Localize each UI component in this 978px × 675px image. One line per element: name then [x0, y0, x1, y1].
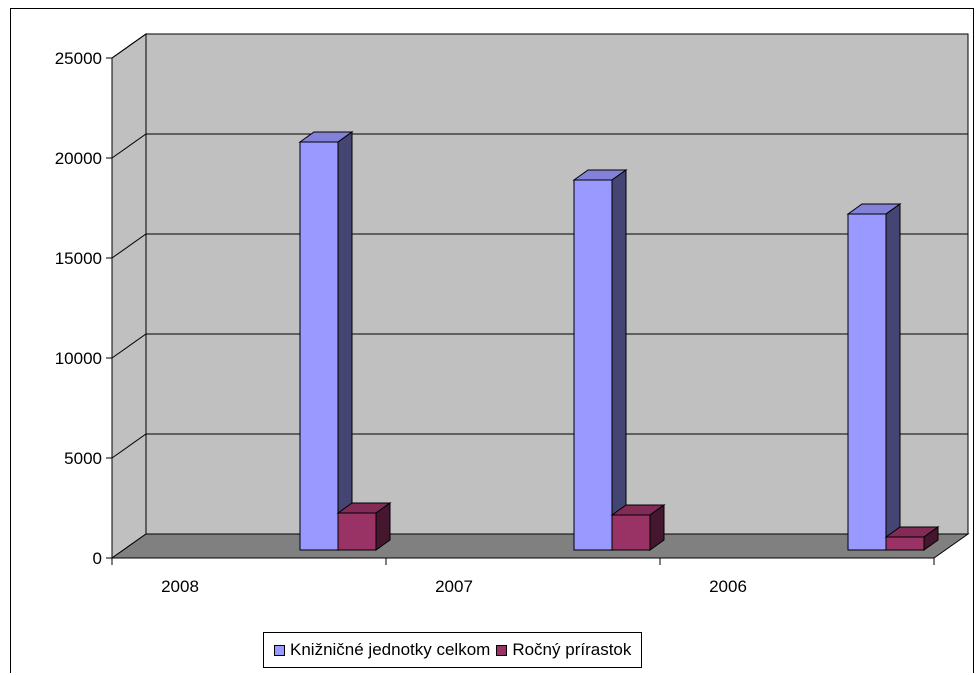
- x-tick-label: 2007: [435, 577, 473, 596]
- legend-label-series-0: Knižničné jednotky celkom: [290, 640, 491, 659]
- gridline: [111, 433, 968, 459]
- x-tick-label: 2006: [709, 577, 747, 596]
- y-tick-label: 25000: [55, 49, 102, 68]
- legend-item-series-0: Knižničné jednotky celkom: [274, 640, 490, 660]
- bar-series-0-2007: [573, 179, 613, 551]
- y-tick-label: 10000: [55, 349, 102, 368]
- bar-side-series-1-2008: [375, 502, 391, 551]
- gridline: [111, 333, 968, 359]
- bar-side-series-0-2006: [885, 203, 901, 551]
- gridline: [111, 33, 968, 59]
- y-tick-label: 0: [93, 549, 102, 568]
- y-tick-label: 15000: [55, 249, 102, 268]
- legend-swatch-series-0: [274, 644, 285, 656]
- y-tick-label: 20000: [55, 149, 102, 168]
- y-tick-label: 5000: [64, 449, 102, 468]
- chart-frame: [10, 8, 974, 673]
- legend-label-series-1: Ročný prírastok: [512, 640, 632, 659]
- gridline: [111, 133, 968, 159]
- chart-back-wall: [145, 33, 969, 535]
- bar-series-1-2008: [337, 512, 377, 551]
- bar-side-series-1-2007: [649, 504, 665, 551]
- bar-series-0-2006: [847, 213, 887, 551]
- bar-series-1-2007: [611, 514, 651, 551]
- gridline: [111, 233, 968, 259]
- chart-side-wall: [111, 33, 147, 559]
- bar-side-series-1-2006: [923, 526, 939, 551]
- legend-swatch-series-1: [496, 644, 508, 656]
- x-tick-label: 2008: [161, 577, 199, 596]
- bar-series-1-2006: [885, 536, 925, 551]
- bar-side-series-0-2008: [337, 131, 353, 551]
- bar-side-series-0-2007: [611, 169, 627, 551]
- chart-floor: [110, 533, 970, 559]
- chart-legend: Knižničné jednotky celkom Ročný prírasto…: [263, 632, 643, 668]
- bar-series-0-2008: [299, 141, 339, 551]
- legend-item-series-1: Ročný prírastok: [496, 640, 631, 660]
